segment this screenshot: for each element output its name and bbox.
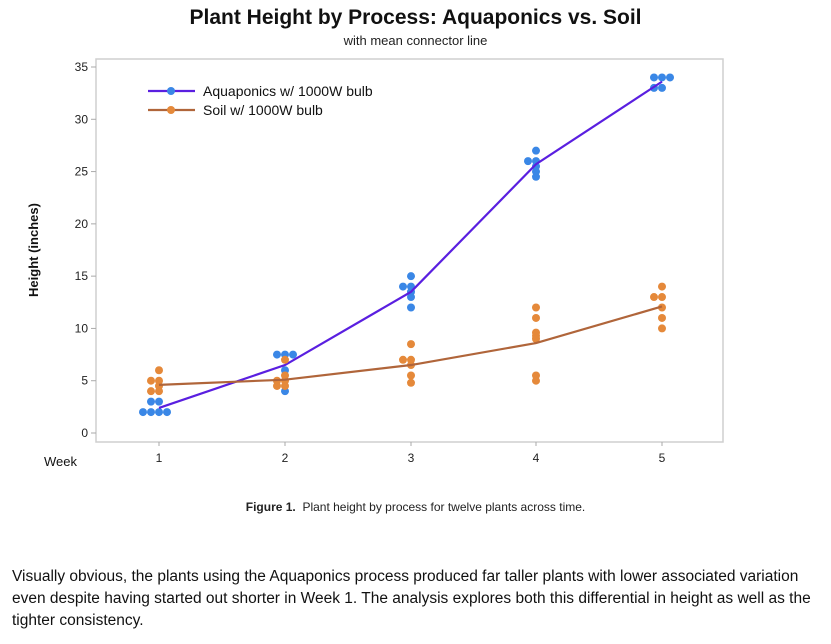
soil-point — [532, 303, 540, 312]
aquaponics-point — [666, 73, 674, 82]
aquaponics-point — [650, 73, 658, 82]
soil-point — [147, 387, 155, 396]
legend-marker-icon — [167, 106, 175, 114]
soil-point — [147, 376, 155, 385]
x-axis: 1 2 3 4 5 — [156, 442, 666, 465]
figure-caption-text: Plant height by process for twelve plant… — [302, 500, 586, 514]
x-axis-label: Week — [44, 454, 77, 469]
aquaponics-point — [399, 282, 407, 291]
soil-point — [532, 376, 540, 385]
series-soil — [147, 282, 666, 396]
soil-point — [658, 324, 666, 333]
soil-point — [532, 313, 540, 322]
aquaponics-point — [407, 303, 415, 312]
aquaponics-point — [524, 157, 532, 166]
aquaponics-point — [532, 172, 540, 181]
legend-marker-icon — [167, 87, 175, 95]
y-tick-label: 15 — [75, 269, 89, 283]
soil-point — [532, 334, 540, 343]
body-paragraph: Visually obvious, the plants using the A… — [12, 568, 811, 629]
aquaponics-point — [155, 397, 163, 406]
soil-point — [658, 293, 666, 302]
aquaponics-point — [163, 408, 171, 417]
soil-point — [658, 313, 666, 322]
aquaponics-point — [147, 397, 155, 406]
legend-label: Aquaponics w/ 1000W bulb — [203, 83, 373, 99]
aquaponics-mean-line — [158, 80, 663, 409]
soil-point — [407, 378, 415, 387]
soil-mean-line — [158, 305, 663, 386]
soil-point — [407, 340, 415, 349]
series-layer — [139, 73, 674, 417]
figure-caption: Figure 1. Plant height by process for tw… — [0, 500, 831, 514]
y-axis-label: Height (inches) — [26, 203, 41, 297]
x-tick-label: 5 — [659, 451, 666, 465]
y-tick-label: 20 — [75, 217, 89, 231]
aquaponics-point — [658, 73, 666, 82]
y-tick-label: 5 — [81, 374, 88, 388]
aquaponics-point — [407, 293, 415, 302]
y-tick-label: 35 — [75, 60, 89, 74]
aquaponics-point — [407, 272, 415, 281]
aquaponics-point — [139, 408, 147, 417]
y-tick-label: 30 — [75, 112, 89, 126]
legend-item-aquaponics: Aquaponics w/ 1000W bulb — [148, 83, 373, 99]
x-tick-label: 4 — [533, 451, 540, 465]
chart-title: Plant Height by Process: Aquaponics vs. … — [189, 6, 642, 29]
legend-item-soil: Soil w/ 1000W bulb — [148, 102, 323, 118]
soil-point — [407, 371, 415, 380]
x-tick-label: 2 — [282, 451, 289, 465]
soil-point — [273, 381, 281, 390]
chart-subtitle: with mean connector line — [343, 33, 488, 48]
soil-point — [281, 381, 289, 390]
x-tick-label: 3 — [408, 451, 415, 465]
soil-point — [650, 293, 658, 302]
y-tick-label: 0 — [81, 426, 88, 440]
y-tick-label: 25 — [75, 165, 89, 179]
aquaponics-point — [147, 408, 155, 417]
soil-point — [399, 355, 407, 364]
aquaponics-point — [155, 408, 163, 417]
x-tick-label: 1 — [156, 451, 163, 465]
aquaponics-point — [658, 83, 666, 92]
aquaponics-point — [273, 350, 281, 359]
soil-point — [155, 381, 163, 390]
soil-point — [281, 355, 289, 364]
legend: Aquaponics w/ 1000W bulb Soil w/ 1000W bu… — [148, 83, 373, 118]
aquaponics-point — [289, 350, 297, 359]
figure-caption-label: Figure 1. — [245, 500, 296, 514]
aquaponics-point — [532, 146, 540, 155]
y-axis: 0 5 10 15 20 25 30 35 — [75, 60, 96, 440]
legend-label: Soil w/ 1000W bulb — [203, 102, 323, 118]
chart: 0 5 10 15 20 25 30 35 1 2 3 4 5 Aquaponics w/ 1000W… — [26, 58, 724, 469]
soil-point — [658, 282, 666, 291]
soil-point — [155, 366, 163, 375]
y-tick-label: 10 — [75, 321, 89, 335]
